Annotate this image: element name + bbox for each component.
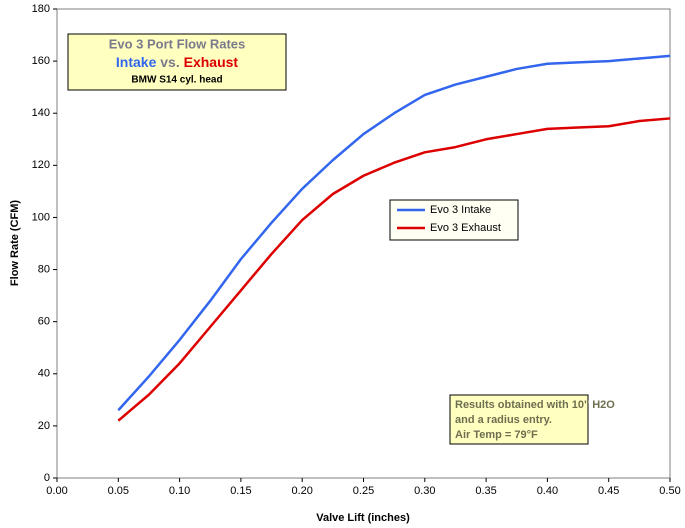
y-tick-label: 60 — [38, 316, 50, 328]
x-tick-label: 0.15 — [230, 485, 251, 497]
x-tick-label: 0.35 — [475, 485, 496, 497]
x-tick-label: 0.50 — [659, 485, 680, 497]
annotation-line: and a radius entry. — [455, 414, 552, 426]
title-word: vs. — [160, 54, 179, 70]
y-tick-label: 180 — [32, 3, 50, 15]
x-tick-label: 0.30 — [414, 485, 435, 497]
annotation-line: Air Temp = 79°F — [455, 429, 538, 441]
y-tick-label: 140 — [32, 107, 50, 119]
x-axis-title: Valve Lift (inches) — [316, 512, 410, 524]
x-tick-label: 0.10 — [169, 485, 190, 497]
y-tick-label: 100 — [32, 211, 50, 223]
series-line — [117, 54, 671, 412]
legend-label: Evo 3 Intake — [430, 204, 491, 216]
y-tick-label: 20 — [38, 420, 50, 432]
legend-label: Evo 3 Exhaust — [430, 222, 501, 234]
title-word: Exhaust — [184, 54, 239, 70]
x-tick-label: 0.20 — [291, 485, 312, 497]
y-axis-title: Flow Rate (CFM) — [9, 200, 21, 286]
x-tick-label: 0.40 — [537, 485, 558, 497]
y-tick-label: 40 — [38, 368, 50, 380]
annotation-frame — [449, 394, 589, 445]
x-tick-label: 0.00 — [46, 485, 67, 497]
y-tick-label: 80 — [38, 263, 50, 275]
title-box: Evo 3 Port Flow Rates Intake vs. Exhaust… — [67, 33, 287, 91]
x-tick-label: 0.45 — [598, 485, 619, 497]
series-line — [117, 117, 671, 422]
y-tick-label: 160 — [32, 55, 50, 67]
title-frame — [67, 33, 287, 91]
chart-subtitle-line: Intake vs. Exhaust — [116, 54, 239, 70]
chart-title: Evo 3 Port Flow Rates — [109, 36, 246, 51]
x-tick-label: 0.05 — [108, 485, 129, 497]
annotation-box: Results obtained with 10" H2O and a radi… — [449, 394, 615, 445]
x-tick-label: 0.25 — [353, 485, 374, 497]
title-word: Intake — [116, 54, 157, 70]
y-tick-label: 0 — [44, 472, 50, 484]
chart-subtitle: BMW S14 cyl. head — [131, 75, 222, 86]
y-tick-label: 120 — [32, 159, 50, 171]
annotation-line: Results obtained with 10" H2O — [455, 399, 615, 411]
legend — [389, 199, 519, 241]
